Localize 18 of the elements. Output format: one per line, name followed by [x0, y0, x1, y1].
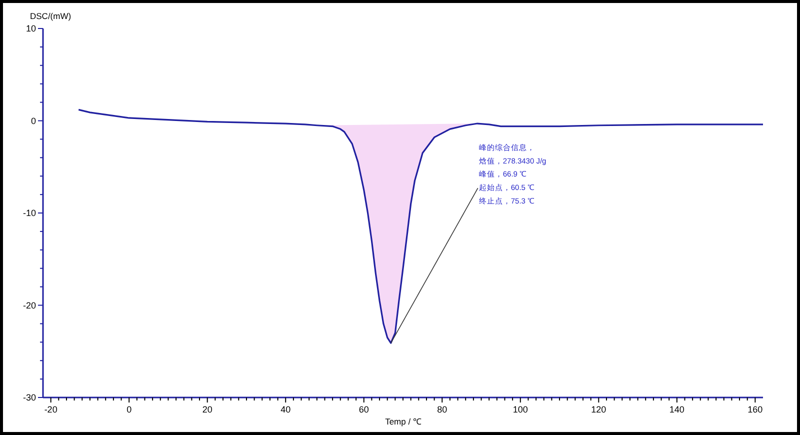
- line-series: [78, 108, 764, 344]
- x-tick-label: 0: [126, 404, 132, 414]
- x-tick-label: 60: [358, 404, 369, 414]
- y-axis-title: DSC/(mW): [30, 11, 72, 21]
- y-tick-label: -20: [22, 300, 36, 310]
- x-tick-label: 140: [669, 404, 684, 414]
- x-tick-label: 80: [437, 404, 448, 414]
- y-tick-label: -10: [22, 208, 36, 218]
- x-tick-label: 100: [512, 404, 528, 414]
- y-tick-label: 10: [26, 24, 36, 34]
- x-tick-label: 20: [202, 404, 212, 414]
- x-tick-label: 40: [280, 404, 291, 414]
- x-tick-label: -20: [44, 404, 58, 414]
- x-axis-title: Temp / ℃: [385, 416, 422, 426]
- y-tick-label: -30: [22, 392, 36, 402]
- x-tick-label: 160: [748, 404, 763, 414]
- x-tick-label: 120: [591, 404, 606, 414]
- y-tick-label: 0: [30, 116, 36, 126]
